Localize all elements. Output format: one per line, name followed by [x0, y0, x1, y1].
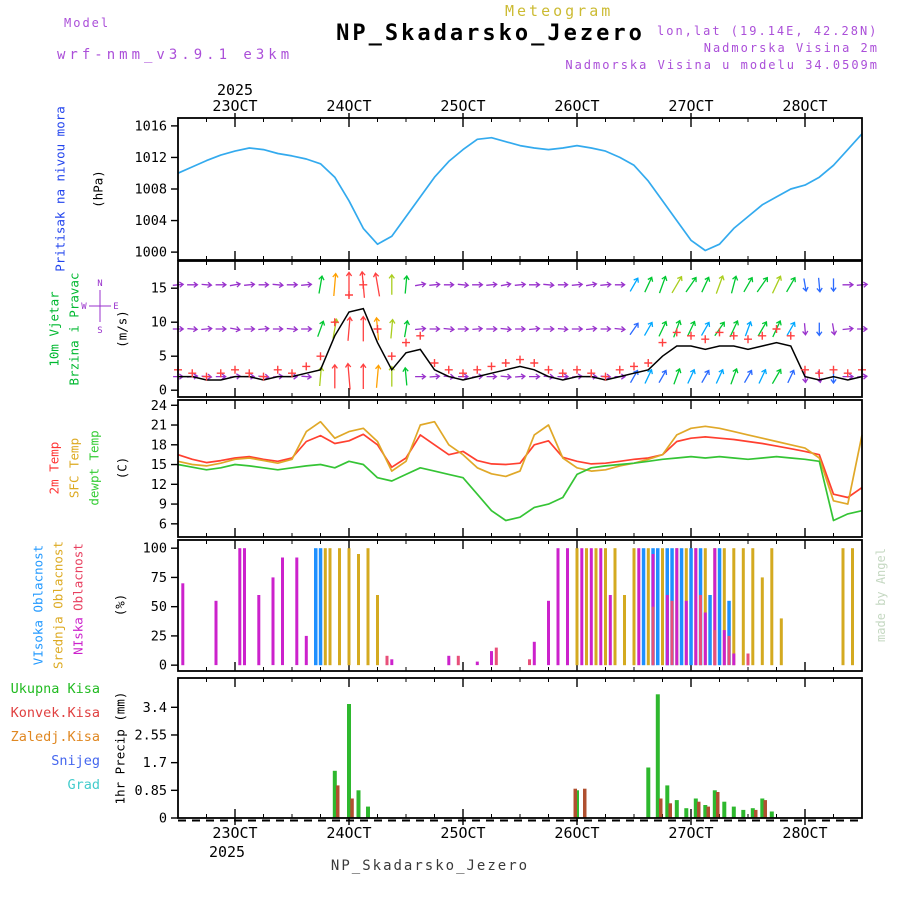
panel-frame-pressure	[177, 117, 863, 261]
svg-text:15: 15	[151, 281, 167, 297]
panel-cloud: 0 25 50 75 100	[143, 539, 863, 674]
temp-dewpt-label: dewpt Temp	[86, 430, 102, 506]
svg-text:S: S	[97, 326, 102, 336]
svg-text:0: 0	[159, 383, 167, 399]
precip-legend-total-rain: Ukupna Kisa	[10, 681, 100, 697]
svg-text:23OCT: 23OCT	[212, 97, 257, 115]
bars-konvek-kisa	[336, 785, 767, 818]
panel-temp: 6 9 12 15 18 21 24	[151, 398, 863, 538]
pressure-unit-label: (hPa)	[90, 170, 106, 208]
cloud-low-label: NIska	[70, 617, 86, 655]
station-title: NP_Skadarsko_Jezero	[336, 21, 645, 46]
svg-text:28OCT: 28OCT	[782, 97, 827, 115]
svg-text:0: 0	[159, 811, 167, 827]
cloud-total-label: Oblacnost	[70, 543, 86, 611]
bars-oblacnost	[385, 595, 750, 666]
svg-text:5: 5	[159, 349, 167, 365]
svg-text:25: 25	[151, 628, 167, 644]
svg-text:1016: 1016	[134, 118, 167, 134]
svg-text:25OCT: 25OCT	[440, 97, 485, 115]
wind-axis-label-1: 10m Vjetar	[46, 291, 62, 367]
svg-text:23OCT: 23OCT	[212, 824, 257, 842]
altitude-model-label: Nadmorska Visina u modelu 34.0509m	[565, 58, 879, 72]
svg-text:2.55: 2.55	[134, 727, 167, 743]
precip-legend-convective: Konvek.Kisa	[10, 705, 100, 721]
cloud-high-label: VIsoka Oblacnost	[30, 544, 46, 666]
svg-text:12: 12	[151, 477, 167, 493]
panel-frame-wind	[177, 260, 863, 398]
series-dewpoint-temp	[177, 455, 863, 522]
svg-text:50: 50	[151, 599, 167, 615]
svg-text:1004: 1004	[134, 213, 167, 229]
svg-text:26OCT: 26OCT	[554, 824, 599, 842]
wind-arrows-row-0	[172, 270, 869, 298]
cloud-unit-label: (%)	[112, 593, 128, 617]
svg-text:24OCT: 24OCT	[326, 97, 371, 115]
svg-text:E: E	[113, 302, 118, 312]
wind-compass-icon: N S W E	[81, 279, 118, 336]
svg-text:2025: 2025	[209, 843, 245, 861]
svg-text:21: 21	[151, 418, 167, 434]
temp-2m-label: 2m Temp	[46, 441, 62, 495]
series-sfc-temp	[177, 420, 863, 505]
credit-label: made by Angel	[874, 548, 888, 642]
svg-text:2025: 2025	[217, 81, 253, 99]
app-title: Meteogram	[505, 2, 614, 20]
panel-frame-precip	[177, 677, 863, 819]
bars-niska-oblacnost	[181, 548, 750, 666]
svg-text:1000: 1000	[134, 245, 167, 261]
svg-text:0: 0	[159, 658, 167, 674]
wind-axis-label-2: Brzina i Pravac	[66, 272, 82, 386]
svg-text:24OCT: 24OCT	[326, 824, 371, 842]
panel-precip: 0 0.85 1.7 2.55 3.4	[134, 677, 863, 827]
footer-station-title: NP_Skadarsko_Jezero	[330, 858, 530, 874]
precip-legend-ice: Zaledj.Kisa	[10, 729, 100, 745]
bars-ukupna-kisa	[332, 694, 774, 818]
panel-frame-cloud	[177, 539, 863, 672]
model-name: wrf-nmm_v3.9.1 e3km	[57, 47, 294, 63]
svg-text:W: W	[81, 302, 87, 312]
precip-legend-snow: Snijeg	[51, 753, 100, 769]
svg-text:75: 75	[151, 570, 167, 586]
svg-text:N: N	[97, 279, 102, 289]
temp-unit-label: (C)	[114, 456, 130, 480]
precip-unit-label: 1hr Precip (mm)	[112, 691, 128, 805]
precip-legend-hail: Grad	[67, 777, 100, 793]
svg-text:27OCT: 27OCT	[668, 97, 713, 115]
series-sea-level-pressure	[177, 133, 863, 252]
lonlat-label: lon,lat (19.14E, 42.28N)	[657, 24, 879, 38]
svg-text:25OCT: 25OCT	[440, 824, 485, 842]
svg-text:9: 9	[159, 497, 167, 513]
panel-frame-temp	[177, 399, 863, 538]
svg-text:3.4: 3.4	[143, 700, 167, 716]
panel-wind: N S W E 0 5 10 15	[81, 260, 869, 399]
svg-text:1008: 1008	[134, 182, 167, 198]
altitude-station-label: Nadmorska Visina 2m	[703, 41, 879, 55]
svg-text:10: 10	[151, 315, 167, 331]
svg-text:100: 100	[143, 541, 167, 557]
svg-text:1012: 1012	[134, 150, 167, 166]
svg-text:24: 24	[151, 398, 167, 414]
gust-markers	[174, 280, 866, 381]
temp-sfc-label: SFC Temp	[66, 437, 82, 499]
time-axis-labels: 23OCT 23OCT 24OCT 24OCT 25OCT 25OCT 26OCT 26OCT…	[209, 81, 828, 861]
model-label: Model	[64, 16, 111, 30]
svg-text:26OCT: 26OCT	[554, 97, 599, 115]
wind-unit-label: (m/s)	[114, 310, 130, 348]
pressure-axis-label: Pritisak na nivou mora	[52, 106, 68, 272]
svg-text:18: 18	[151, 437, 167, 453]
cloud-mid-label: Srednja Oblacnost	[50, 541, 66, 669]
svg-text:0.85: 0.85	[134, 783, 167, 799]
panel-pressure: 1000 1004 1008 1012 1016	[134, 113, 863, 261]
bars-srednja-oblacnost	[323, 548, 854, 666]
series-2m-temp	[177, 433, 863, 499]
svg-text:1.7: 1.7	[143, 755, 167, 771]
svg-text:28OCT: 28OCT	[782, 824, 827, 842]
svg-text:6: 6	[159, 516, 167, 532]
svg-text:27OCT: 27OCT	[668, 824, 713, 842]
svg-text:15: 15	[151, 457, 167, 473]
